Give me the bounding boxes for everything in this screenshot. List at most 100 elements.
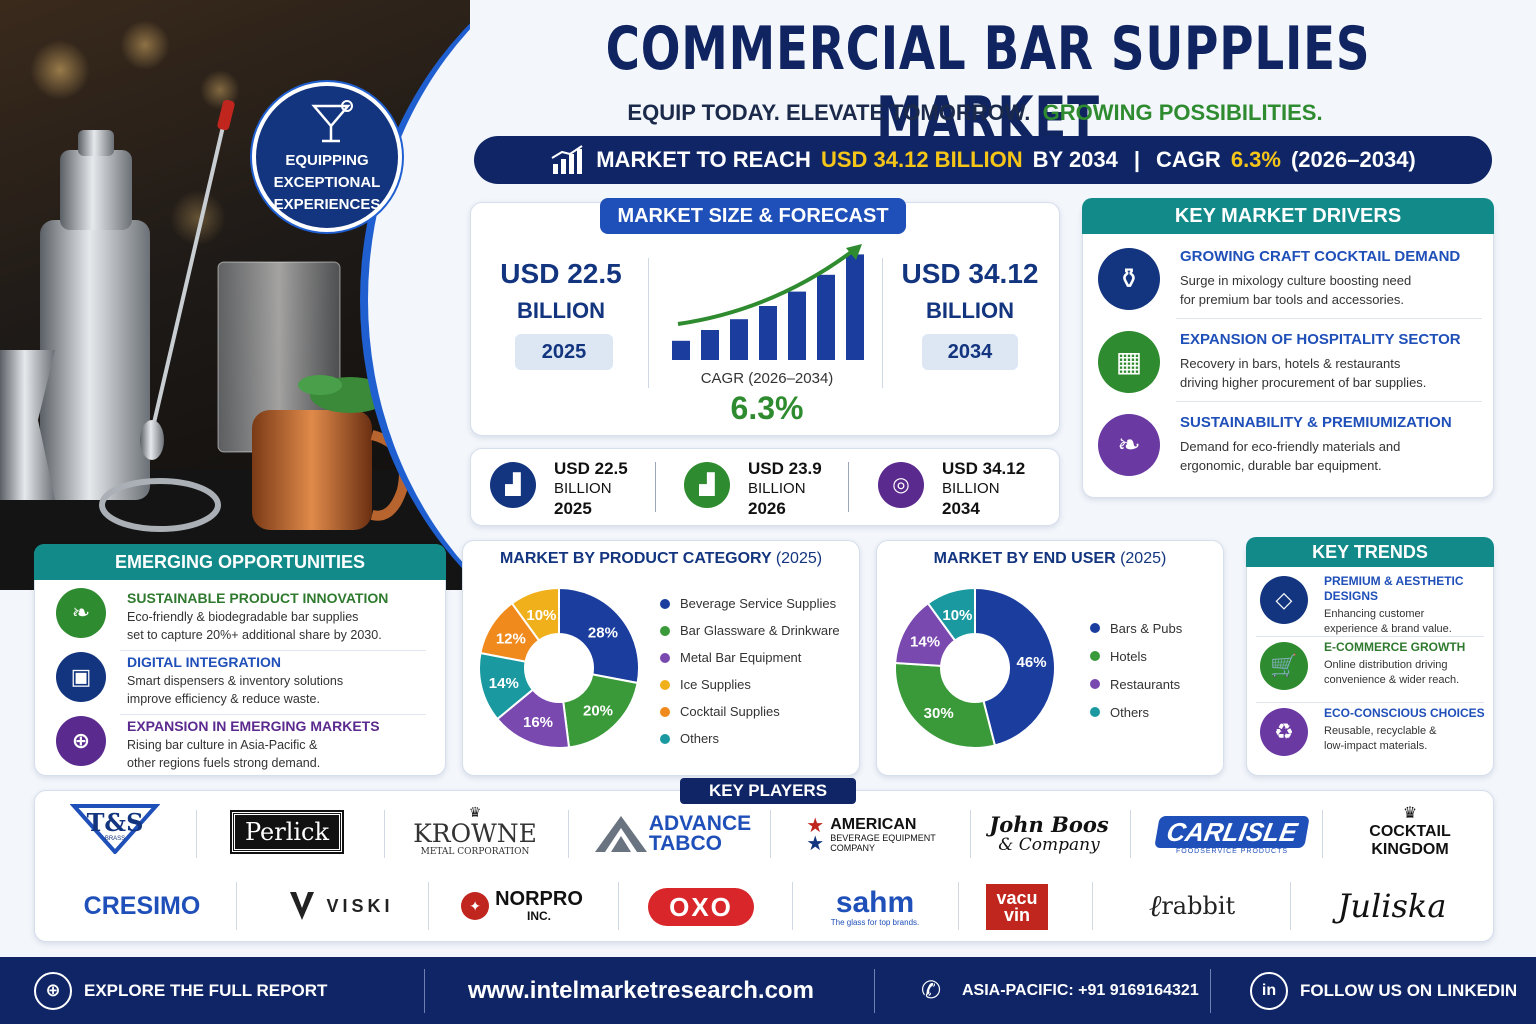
growth-chart-icon — [551, 145, 583, 174]
drivers-heading: KEY MARKET DRIVERS — [1082, 198, 1494, 234]
growth-bar — [817, 274, 835, 360]
opportunity-item: DIGITAL INTEGRATION Smart dispensers & in… — [127, 654, 437, 708]
slice-label: 46% — [1017, 654, 1047, 671]
carlisle-sub: FOODSERVICE PRODUCTS — [1175, 847, 1289, 855]
legend-label: Bars & Pubs — [1110, 620, 1183, 636]
legend-item: Bars & Pubs — [1090, 614, 1220, 642]
trend-item: E-COMMERCE GROWTH Online distribution dri… — [1324, 640, 1490, 688]
linkedin-link[interactable]: in FOLLOW US ON LINKEDIN — [1250, 957, 1517, 1024]
driver-desc-line2: driving higher procurement of bar suppli… — [1180, 375, 1427, 390]
legend-label: Bar Glassware & Drinkware — [680, 623, 840, 638]
leaf-icon: ❧ — [1098, 414, 1160, 476]
banner-prefix: MARKET TO REACH — [596, 147, 811, 172]
perlick-logo: Perlick — [230, 810, 344, 854]
legend-item: Ice Supplies — [660, 671, 856, 698]
trend-desc-line1: Enhancing customer — [1324, 608, 1425, 620]
website-link[interactable]: www.intelmarketresearch.com — [468, 957, 814, 1024]
stat-value: USD 23.9 — [748, 459, 822, 478]
start-unit: BILLION — [517, 298, 605, 323]
driver-item: SUSTAINABILITY & PREMIUMIZATION Demand fo… — [1180, 414, 1480, 475]
linkedin-text: FOLLOW US ON LINKEDIN — [1300, 980, 1518, 1000]
phone-link[interactable]: ✆ ASIA-PACIFIC: +91 9169164321 — [912, 957, 1199, 1024]
globe-icon: ⊕ — [56, 716, 106, 766]
emblem-line2: EXCEPTIONAL — [273, 174, 381, 191]
cagr-value: 6.3% — [730, 390, 804, 426]
explore-report-link[interactable]: ⊕ EXPLORE THE FULL REPORT — [34, 957, 327, 1024]
john-boos-logo: John Boos & Company — [986, 812, 1112, 856]
driver-item: GROWING CRAFT COCKTAIL DEMAND Surge in mi… — [1180, 248, 1480, 309]
trends-heading: KEY TRENDS — [1246, 537, 1494, 567]
growth-bar — [701, 330, 719, 360]
legend-label: Restaurants — [1110, 676, 1181, 692]
driver-title: SUSTAINABILITY & PREMIUMIZATION — [1180, 414, 1452, 431]
donut-slice — [894, 661, 997, 749]
shaker-illustration — [40, 130, 150, 500]
crown-icon: ♛ — [468, 803, 482, 820]
growth-arrow-head — [846, 244, 862, 260]
stats-strip — [470, 448, 1060, 526]
ts-brass-sub: BRASS — [104, 836, 126, 842]
opportunity-item: EXPANSION IN EMERGING MARKETS Rising bar … — [127, 718, 437, 772]
banner-value: USD 34.12 BILLION — [820, 147, 1023, 172]
legend-swatch — [660, 733, 670, 744]
crown-icon-2: ♛ — [1402, 805, 1418, 822]
norpro-logo: ✦ NORPRO INC. — [452, 884, 592, 928]
hero-image — [0, 0, 470, 590]
juliska-logo: Juliska — [1337, 887, 1447, 925]
emblem-badge: EQUIPPING EXCEPTIONAL EXPERIENCES — [252, 82, 402, 232]
growth-bar — [788, 291, 806, 360]
advance-tabco-logo: ADVANCE TABCO — [592, 812, 752, 856]
carlisle-text: CARLISLE — [1154, 815, 1310, 848]
enduser-chart-title-year: (2025) — [1120, 550, 1167, 567]
legend-label: Cocktail Supplies — [680, 704, 780, 719]
legend-item: Others — [660, 725, 856, 752]
product-chart-title: MARKET BY PRODUCT CATEGORY (2025) — [462, 550, 860, 568]
legend-label: Beverage Service Supplies — [680, 596, 837, 611]
end-value: USD 34.12 — [901, 258, 1039, 289]
growth-bar — [730, 319, 748, 360]
legend-item: Restaurants — [1090, 670, 1220, 698]
viski-mark-icon — [290, 892, 315, 920]
emblem-line1: EQUIPPING — [285, 152, 369, 169]
growth-bars-chart — [672, 244, 864, 360]
cocktail-kingdom-text2: KINGDOM — [1371, 841, 1449, 858]
norpro-mark-icon: ✦ — [461, 892, 490, 920]
legend-swatch — [660, 625, 670, 636]
trend-desc-line2: experience & brand value. — [1324, 623, 1452, 635]
phone-text: ASIA-PACIFIC: +91 9169164321 — [962, 981, 1199, 999]
legend-label: Hotels — [1110, 648, 1147, 664]
legend-label: Others — [1110, 704, 1150, 720]
advance-tabco-mark — [594, 816, 647, 852]
donut-slice — [926, 586, 976, 642]
market-size-heading: MARKET SIZE & FORECAST — [600, 198, 906, 234]
opportunity-desc-line2: set to capture 20%+ additional share by … — [127, 628, 382, 642]
driver-title: GROWING CRAFT COCKTAIL DEMAND — [1180, 248, 1461, 265]
slice-label: 14% — [489, 675, 519, 692]
end-user-donut: 46% 30% 14%10% — [894, 586, 1056, 749]
tagline: EQUIP TODAY. ELEVATE TOMORROW. GROWING P… — [520, 100, 1430, 126]
legend-swatch — [660, 652, 670, 663]
banner-cagr-value: 6.3% — [1230, 147, 1281, 172]
american-sub1: BEVERAGE EQUIPMENT — [830, 833, 936, 843]
stat-value: USD 22.5 — [554, 459, 628, 478]
banner-cagr-period: (2026–2034) — [1290, 147, 1416, 172]
players-heading: KEY PLAYERS — [680, 778, 856, 804]
american-beverage-logo: ★ ★ AMERICAN BEVERAGE EQUIPMENT COMPANY — [796, 814, 946, 856]
rabbit-logo: ℓ rabbit — [1124, 884, 1260, 928]
emblem-line3: EXPERIENCES — [273, 196, 381, 213]
rabbit-mark-icon: ℓ — [1148, 888, 1162, 924]
explore-report-text: EXPLORE THE FULL REPORT — [84, 980, 328, 1000]
legend-item: Metal Bar Equipment — [660, 644, 856, 671]
growth-bar — [672, 340, 690, 360]
end-year: 2034 — [922, 334, 1018, 370]
product-chart-title-year: (2025) — [775, 550, 823, 567]
cocktail-kingdom-logo: ♛ COCKTAIL KINGDOM — [1350, 800, 1470, 864]
stat-year: 2034 — [942, 499, 980, 518]
chip-icon: ▣ — [56, 652, 106, 702]
opportunity-title: DIGITAL INTEGRATION — [127, 654, 281, 670]
vacu-text: vacu — [996, 888, 1038, 908]
legend-label: Others — [680, 731, 720, 746]
legend-swatch — [660, 598, 670, 609]
oxo-logo: OXO — [648, 888, 754, 926]
legend-swatch — [1090, 651, 1100, 661]
